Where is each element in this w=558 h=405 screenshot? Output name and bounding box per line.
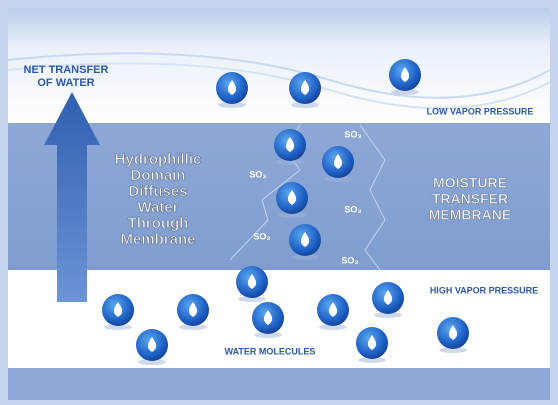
so3-label: SO₃ xyxy=(249,169,266,179)
diagram: NET TRANSFER OF WATER LOW VAPOR PRESSURE… xyxy=(0,0,558,405)
text-line: TRANSFER xyxy=(432,191,508,207)
text-line: Domain xyxy=(130,167,185,184)
so3-label: SO₃ xyxy=(344,204,361,214)
text-line: Diffuses xyxy=(128,183,187,200)
text-line: MOISTURE xyxy=(433,175,507,191)
text-line: Membrane xyxy=(120,231,195,248)
bottom-band xyxy=(8,368,550,400)
so3-label: SO₃ xyxy=(344,129,361,139)
net-transfer-line: OF WATER xyxy=(37,77,94,89)
high-pressure-label: HIGH VAPOR PRESSURE xyxy=(430,285,538,295)
water-molecules-label: WATER MOLECULES xyxy=(225,346,316,356)
text-line: MEMBRANE xyxy=(429,207,511,223)
so3-label: SO₃ xyxy=(341,255,358,265)
text-line: Hydrophillic xyxy=(115,151,202,168)
text-line: Through xyxy=(128,215,189,232)
membrane-label: MOISTURE TRANSFER MEMBRANE xyxy=(429,175,511,223)
so3-label: SO₃ xyxy=(253,231,270,241)
text-line: Water xyxy=(137,199,178,216)
net-transfer-line: NET TRANSFER xyxy=(24,64,109,76)
low-pressure-label: LOW VAPOR PRESSURE xyxy=(427,106,534,116)
